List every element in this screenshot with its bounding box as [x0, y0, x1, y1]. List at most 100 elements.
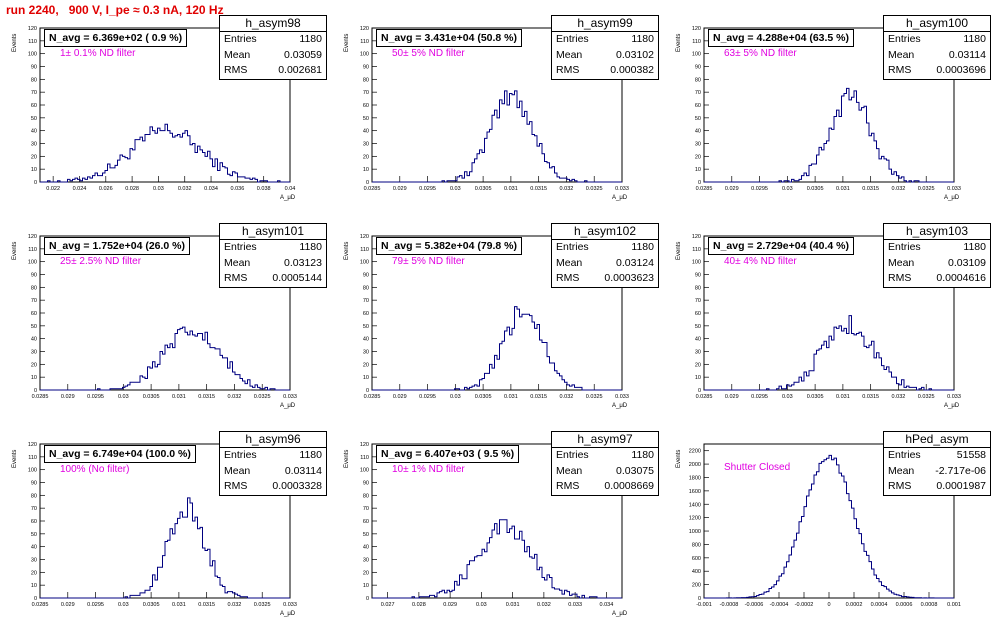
x-tick-label: 0.031 [172, 394, 186, 400]
x-tick-label: 0.032 [892, 394, 906, 400]
x-tick-label: 0.033 [947, 186, 961, 192]
stats-key: RMS [224, 272, 248, 284]
x-axis-label: A_μD [944, 403, 960, 409]
stats-box: hPed_asym Entries 51558 Mean -2.717e-06 RMS 0.… [883, 431, 991, 496]
y-tick-label: 40 [363, 129, 369, 135]
filter-label: 50± 5% ND filter [392, 48, 465, 59]
n-avg-label: N_avg = 6.407e+03 ( 9.5 %) [376, 445, 520, 463]
y-tick-label: 50 [695, 324, 701, 330]
stats-value: 1180 [299, 241, 322, 253]
y-tick-label: 120 [28, 442, 37, 448]
stats-row-mean: Mean 0.03109 [884, 256, 990, 272]
y-tick-label: 1600 [689, 489, 701, 495]
y-tick-label: 20 [31, 362, 37, 368]
y-tick-label: 120 [692, 26, 701, 32]
stats-value: 1180 [963, 33, 986, 45]
y-tick-label: 110 [360, 39, 369, 45]
x-tick-label: 0.0315 [530, 186, 547, 192]
y-tick-label: 20 [695, 362, 701, 368]
histogram-name: h_asym97 [552, 432, 658, 448]
x-tick-label: 0.0008 [921, 602, 938, 608]
stats-key: RMS [556, 272, 580, 284]
y-tick-label: 100 [360, 468, 369, 474]
y-tick-label: 80 [695, 285, 701, 291]
x-tick-label: 0.029 [393, 186, 407, 192]
n-avg-label: N_avg = 4.288e+04 (63.5 %) [708, 29, 855, 47]
stats-row-mean: Mean 0.03075 [552, 464, 658, 480]
stats-value: 0.03114 [284, 464, 322, 477]
y-tick-label: 110 [28, 39, 37, 45]
x-tick-label: 0.0315 [862, 394, 879, 400]
y-tick-label: 100 [28, 52, 37, 58]
x-tick-label: 0.0325 [586, 394, 603, 400]
x-tick-label: 0.0315 [198, 394, 215, 400]
histogram-name: h_asym100 [884, 16, 990, 32]
run-title: run 2240, 900 V, I_pe ≈ 0.3 nA, 120 Hz [6, 3, 224, 17]
y-tick-label: 120 [360, 26, 369, 32]
y-tick-label: 20 [31, 570, 37, 576]
x-tick-label: 0.033 [947, 394, 961, 400]
stats-row-entries: Entries 1180 [220, 32, 326, 48]
y-tick-label: 30 [363, 142, 369, 148]
stats-value: 0.000382 [610, 64, 654, 76]
x-tick-label: 0.031 [836, 394, 850, 400]
stats-key: RMS [556, 480, 580, 492]
stats-key: Mean [888, 48, 915, 61]
histogram-line [372, 519, 622, 599]
x-tick-label: 0.0295 [419, 394, 436, 400]
stats-row-entries: Entries 1180 [884, 240, 990, 256]
histogram-line [372, 90, 622, 183]
y-tick-label: 90 [363, 65, 369, 71]
stats-key: Mean [224, 464, 251, 477]
x-tick-label: 0.0305 [475, 186, 492, 192]
stats-key: RMS [888, 272, 912, 284]
x-tick-label: -0.0004 [770, 602, 789, 608]
stats-row-entries: Entries 1180 [552, 448, 658, 464]
x-tick-label: 0.034 [204, 186, 218, 192]
histogram-plot: 0 10 20 30 40 50 60 70 80 90 100 110 120 0.022 0.024 0.… [28, 26, 296, 192]
x-tick-label: 0.033 [615, 394, 629, 400]
stats-value: 1180 [631, 449, 654, 461]
x-tick-label: 0.0004 [871, 602, 888, 608]
stats-row-rms: RMS 0.0008669 [552, 479, 658, 495]
x-tick-label: 0.0285 [696, 186, 713, 192]
stats-key: Entries [556, 241, 589, 253]
y-axis-label: Events [344, 449, 350, 468]
histogram-pad-h_asym98: 0 10 20 30 40 50 60 70 80 90 100 110 120 0.022 0.024 0.… [0, 12, 328, 219]
histogram-line [40, 123, 290, 183]
y-tick-label: 0 [366, 388, 369, 394]
histogram-line [704, 454, 954, 599]
y-tick-label: 10 [31, 583, 37, 589]
histogram-name: h_asym96 [220, 432, 326, 448]
x-tick-label: 0.028 [412, 602, 426, 608]
stats-box: h_asym100 Entries 1180 Mean 0.03114 RMS 0.0003… [883, 15, 991, 80]
histogram-pad-h_asym97: 0 10 20 30 40 50 60 70 80 90 100 110 120 0.027 0.028 0.… [332, 428, 660, 635]
y-tick-label: 60 [31, 519, 37, 525]
y-tick-label: 40 [31, 337, 37, 343]
x-axis-label: A_μD [280, 611, 296, 617]
stats-value: 0.0001987 [936, 480, 986, 492]
x-tick-label: 0.032 [560, 186, 574, 192]
x-tick-label: 0.0285 [364, 394, 381, 400]
stats-key: RMS [224, 480, 248, 492]
x-axis-label: A_μD [612, 195, 628, 201]
x-tick-label: 0.0006 [896, 602, 913, 608]
x-tick-label: 0 [827, 602, 830, 608]
stats-key: Mean [888, 256, 915, 269]
filter-label: 40± 4% ND filter [724, 256, 797, 267]
y-tick-label: 0 [698, 388, 701, 394]
y-tick-label: 60 [31, 311, 37, 317]
y-tick-label: 50 [31, 532, 37, 538]
y-tick-label: 70 [695, 298, 701, 304]
x-tick-label: 0.026 [99, 186, 113, 192]
x-tick-label: 0.03 [118, 394, 129, 400]
histogram-plot: 0 10 20 30 40 50 60 70 80 90 100 110 120 0.0285 0.029 0… [360, 234, 629, 400]
x-tick-label: 0.032 [228, 602, 242, 608]
histogram-pad-h_asym99: 0 10 20 30 40 50 60 70 80 90 100 110 120 0.0285 0.029 0… [332, 12, 660, 219]
stats-key: RMS [888, 64, 912, 76]
y-tick-label: 120 [360, 442, 369, 448]
y-tick-label: 110 [28, 247, 37, 253]
stats-key: RMS [224, 64, 248, 76]
x-tick-label: 0.0305 [143, 602, 160, 608]
y-tick-label: 600 [692, 556, 701, 562]
